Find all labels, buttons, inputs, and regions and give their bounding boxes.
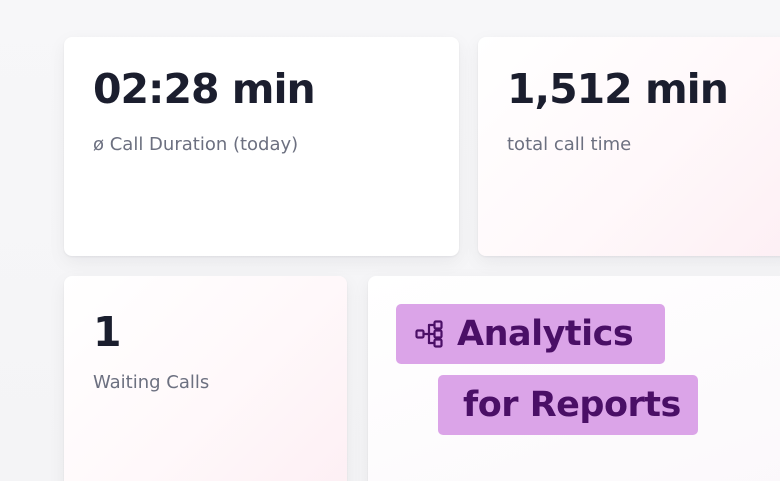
call-duration-label: ø Call Duration (today) <box>93 134 299 155</box>
reports-badge-text: for Reports <box>463 384 681 425</box>
total-call-time-value: 1,512 min <box>507 65 729 113</box>
total-call-time-card: 1,512 min total call time <box>478 37 780 256</box>
waiting-calls-value: 1 <box>93 308 122 356</box>
analytics-badge-text: Analytics <box>457 313 634 354</box>
call-duration-value: 02:28 min <box>93 65 316 113</box>
waiting-calls-label: Waiting Calls <box>93 372 210 393</box>
analytics-badge: Analytics <box>396 304 665 364</box>
call-duration-card: 02:28 min ø Call Duration (today) <box>64 37 459 256</box>
total-call-time-label: total call time <box>507 134 632 155</box>
waiting-calls-card: 1 Waiting Calls <box>64 276 347 481</box>
flow-diagram-icon <box>415 320 443 348</box>
reports-badge: for Reports <box>438 375 698 435</box>
